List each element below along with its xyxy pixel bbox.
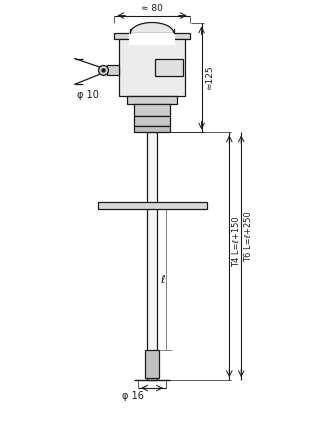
Bar <box>114 34 190 39</box>
Bar <box>134 116 170 126</box>
Text: T6 L=ℓ+250: T6 L=ℓ+250 <box>244 211 253 262</box>
Text: ≈ 80: ≈ 80 <box>141 3 163 13</box>
Bar <box>155 59 183 76</box>
Circle shape <box>102 69 105 72</box>
Bar <box>127 96 177 104</box>
Bar <box>119 39 185 96</box>
Text: φ 10: φ 10 <box>77 90 99 100</box>
Bar <box>107 65 119 75</box>
Text: φ 16: φ 16 <box>122 391 144 401</box>
Circle shape <box>99 65 108 75</box>
Bar <box>134 104 170 116</box>
Text: ℓ: ℓ <box>160 275 165 285</box>
Bar <box>129 34 175 45</box>
Text: ≈125: ≈125 <box>204 66 214 90</box>
Bar <box>134 126 170 133</box>
Text: T4 L=ℓ+150: T4 L=ℓ+150 <box>232 216 241 267</box>
Bar <box>145 351 159 378</box>
Ellipse shape <box>130 23 174 44</box>
Bar <box>98 202 207 209</box>
Bar <box>147 133 157 380</box>
